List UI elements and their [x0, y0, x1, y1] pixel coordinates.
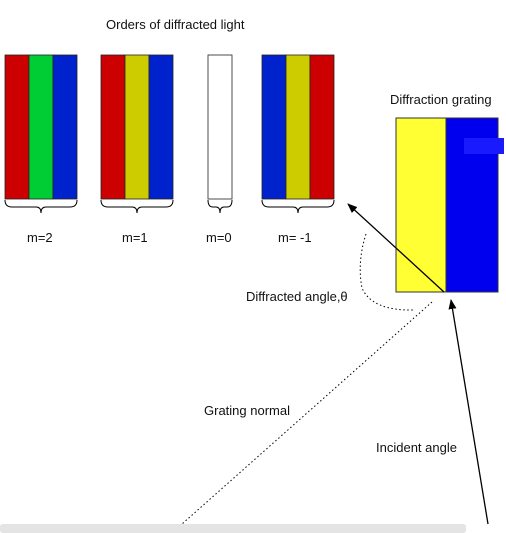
- grating-normal-label: Grating normal: [204, 403, 290, 418]
- order-m2: m=2: [4, 54, 78, 245]
- order-m-neg1: m= -1: [261, 54, 335, 245]
- diffracted-ray: [347, 203, 445, 293]
- order-stripe: [309, 54, 335, 200]
- diagram-title: Orders of diffracted light: [106, 17, 245, 32]
- order-stripe: [124, 54, 150, 200]
- order-m1-brace: [100, 199, 174, 214]
- order-stripe: [148, 54, 174, 200]
- order-stripe: [28, 54, 54, 200]
- grating-yellow-panel: [395, 117, 447, 293]
- order-stripe: [261, 54, 287, 200]
- diffracted-angle-arc: [359, 233, 415, 311]
- order-m0-stripes: [207, 54, 233, 200]
- diffracted-angle-label: Diffracted angle,θ: [246, 289, 348, 304]
- grating-label: Diffraction grating: [390, 92, 492, 107]
- order-stripe: [207, 54, 233, 200]
- order-m1-label: m=1: [122, 230, 148, 245]
- order-m0-label: m=0: [206, 230, 232, 245]
- order-m0-brace: [207, 199, 233, 214]
- order-m2-label: m=2: [27, 230, 53, 245]
- grating-highlight: [464, 138, 504, 154]
- order-stripe: [285, 54, 311, 200]
- order-m1: m=1: [100, 54, 174, 245]
- order-stripe: [100, 54, 126, 200]
- order-m-neg1-brace: [261, 199, 335, 214]
- order-stripe: [52, 54, 78, 200]
- order-m2-stripes: [4, 54, 78, 200]
- order-m0: m=0: [206, 54, 233, 245]
- incident-ray: [448, 299, 489, 525]
- order-m-neg1-stripes: [261, 54, 335, 200]
- incident-angle-label: Incident angle: [376, 440, 457, 455]
- horizontal-scrollbar[interactable]: [0, 524, 466, 533]
- order-stripe: [4, 54, 30, 200]
- order-m-neg1-label: m= -1: [278, 230, 312, 245]
- order-m2-brace: [4, 199, 78, 214]
- order-m1-stripes: [100, 54, 174, 200]
